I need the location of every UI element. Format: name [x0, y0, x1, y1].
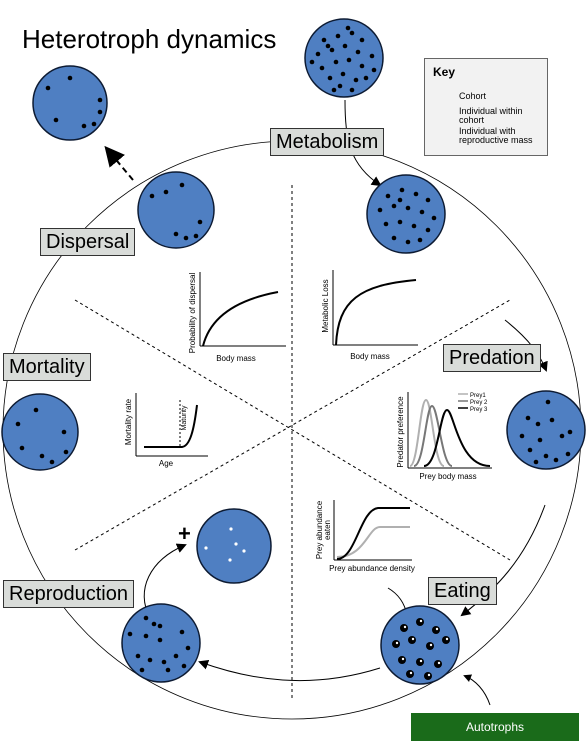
plot-dispersal	[199, 272, 286, 347]
label-predation: Predation	[443, 344, 541, 372]
predation-legend-prey1: Prey1	[470, 393, 486, 399]
mortality-annotation: Maturity	[181, 405, 188, 430]
label-reproduction: Reproduction	[3, 580, 134, 608]
key-item-reproductive: Individual with reproductive mass	[459, 126, 533, 145]
sector-divider-diagonal-1	[74, 299, 511, 561]
label-eating: Eating	[428, 577, 497, 605]
cohort-dispersal-right	[137, 171, 215, 249]
dispersal-ylabel: Probability of dispersal	[188, 273, 197, 354]
predation-ylabel: Predator preference	[396, 396, 405, 468]
autotrophs-box: Autotrophs	[411, 713, 579, 741]
plot-predation	[407, 392, 492, 469]
cohort-dispersal-left	[32, 65, 108, 141]
page-title: Heterotroph dynamics	[22, 24, 277, 54]
key-title: Key	[433, 65, 456, 79]
arrow-dispersal	[104, 145, 134, 181]
plot-eating	[333, 500, 412, 561]
predation-legend-prey2: Prey 2	[470, 400, 488, 406]
key-legend: Key Cohort Individual within cohort Indi…	[424, 58, 548, 156]
cohort-eating	[380, 605, 460, 685]
mortality-xlabel: Age	[159, 459, 174, 468]
arrow-autotrophs-to-eating	[463, 674, 491, 706]
predation-legend-prey3: Prey 3	[470, 407, 488, 413]
cohort-mortality	[1, 393, 79, 471]
metabolism-xlabel: Body mass	[350, 352, 390, 361]
cohort-offspring	[196, 508, 272, 584]
cohort-metabolism-right	[366, 174, 446, 254]
mortality-ylabel: Mortality rate	[124, 398, 133, 445]
eating-ylabel-line2: eaten	[323, 520, 332, 540]
cohort-metabolism-top	[304, 18, 384, 98]
label-metabolism: Metabolism	[270, 128, 385, 156]
predation-xlabel: Prey body mass	[419, 472, 476, 481]
cohort-reproduction	[121, 603, 201, 683]
plot-metabolism	[332, 270, 418, 346]
label-mortality: Mortality	[3, 353, 91, 381]
metabolism-ylabel: Metabolic Loss	[321, 279, 330, 332]
plot-mortality	[135, 393, 208, 457]
arrow-to-eating	[460, 504, 546, 617]
arrow-to-reproduction	[198, 660, 381, 682]
cohort-predation	[506, 390, 586, 470]
plus-sign: +	[178, 521, 191, 546]
dispersal-xlabel: Body mass	[216, 354, 256, 363]
eating-xlabel: Prey abundance density	[329, 564, 415, 573]
key-item-cohort: Cohort	[459, 91, 487, 101]
label-dispersal: Dispersal	[40, 228, 136, 256]
eating-ylabel-line1: Prey abundance	[315, 500, 324, 559]
key-item-individual: Individual within cohort	[459, 106, 523, 125]
